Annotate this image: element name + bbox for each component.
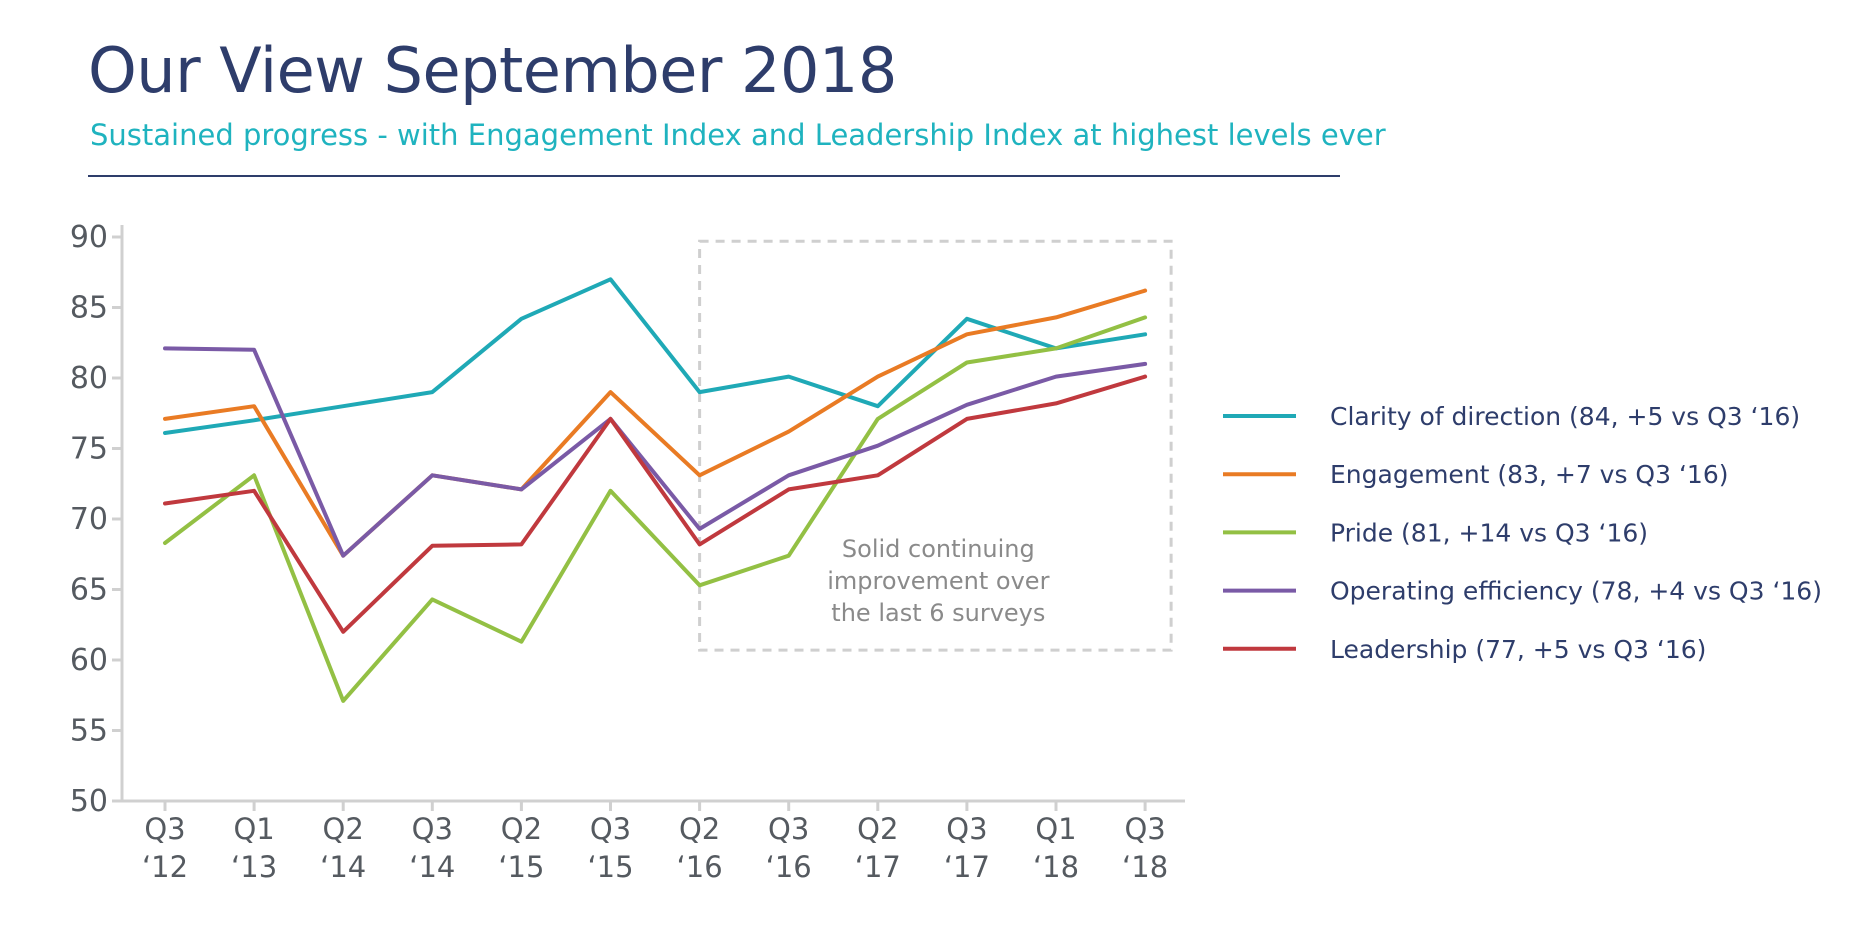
x-tick-label-year: ‘12: [142, 850, 188, 884]
page-title: Our View September 2018: [88, 34, 897, 107]
series-line-4: [163, 374, 1148, 634]
x-tick-label-year: ‘15: [587, 850, 633, 884]
x-tick-label: Q2: [323, 812, 364, 846]
x-tick-label-year: ‘14: [409, 850, 455, 884]
x-tick-label: Q2: [857, 812, 898, 846]
annotation-box: Solid continuing improvement over the last…: [698, 239, 1173, 652]
x-tick-label: Q3: [412, 812, 453, 846]
x-tick-label: Q3: [768, 812, 809, 846]
series-line-3: [163, 346, 1148, 558]
legend-label: Engagement (83, +7 vs Q3 ‘16): [1330, 460, 1728, 489]
y-tick-label: 75: [70, 432, 108, 467]
y-tick-label: 80: [70, 361, 108, 396]
x-tick-label-year: ‘17: [944, 850, 990, 884]
series-lines: [163, 277, 1148, 703]
x-tick-label: Q3: [1124, 812, 1165, 846]
x-tick-label: Q1: [233, 812, 274, 846]
y-tick-label: 90: [70, 220, 108, 255]
legend-label: Pride (81, +14 vs Q3 ‘16): [1330, 518, 1648, 547]
page-subtitle: Sustained progress - with Engagement Ind…: [90, 118, 1386, 152]
y-tick-label: 70: [70, 502, 108, 537]
y-tick-label: 50: [70, 784, 108, 819]
x-tick-label-year: ‘13: [231, 850, 277, 884]
y-tick-label: 65: [70, 573, 108, 608]
x-tick-label-year: ‘15: [498, 850, 544, 884]
series-line-1: [163, 288, 1148, 558]
x-tick-label: Q3: [590, 812, 631, 846]
x-tick-label-year: ‘18: [1033, 850, 1079, 884]
x-tick-label: Q3: [144, 812, 185, 846]
x-tick-label: Q2: [501, 812, 542, 846]
x-tick-label: Q3: [946, 812, 987, 846]
chart-legend: Clarity of direction (84, +5 vs Q3 ‘16) E…: [1223, 402, 1822, 664]
x-tick-label-year: ‘17: [855, 850, 901, 884]
legend-label: Clarity of direction (84, +5 vs Q3 ‘16): [1330, 402, 1800, 431]
x-tick-label-year: ‘14: [320, 850, 366, 884]
x-axis-ticks: Q3 ‘12 Q1 ‘13 Q2 ‘14 Q3 ‘14 Q2 ‘15 Q3 ‘15 Q2 ‘16 Q3 ‘16…: [142, 801, 1168, 884]
y-axis-ticks: 50 55 60 65 70 75 80 85 90: [70, 220, 122, 819]
series-line-0: [163, 277, 1148, 435]
legend-label: Operating efficiency (78, +4 vs Q3 ‘16): [1330, 577, 1822, 606]
legend-label: Leadership (77, +5 vs Q3 ‘16): [1330, 635, 1706, 664]
annotation-dashed-box: [698, 239, 1173, 652]
y-tick-label: 55: [70, 714, 108, 749]
y-tick-label: 85: [70, 291, 108, 326]
x-tick-label: Q2: [679, 812, 720, 846]
x-tick-label: Q1: [1035, 812, 1076, 846]
annotation-text: improvement over: [827, 567, 1049, 595]
title-divider: [88, 175, 1340, 177]
annotation-text: Solid continuing: [842, 535, 1035, 563]
x-tick-label-year: ‘16: [677, 850, 723, 884]
y-tick-label: 60: [70, 643, 108, 678]
annotation-text: the last 6 surveys: [831, 599, 1045, 627]
x-tick-label-year: ‘16: [766, 850, 812, 884]
x-tick-label-year: ‘18: [1122, 850, 1168, 884]
chart-axes: [120, 225, 1185, 803]
series-line-2: [163, 315, 1148, 703]
